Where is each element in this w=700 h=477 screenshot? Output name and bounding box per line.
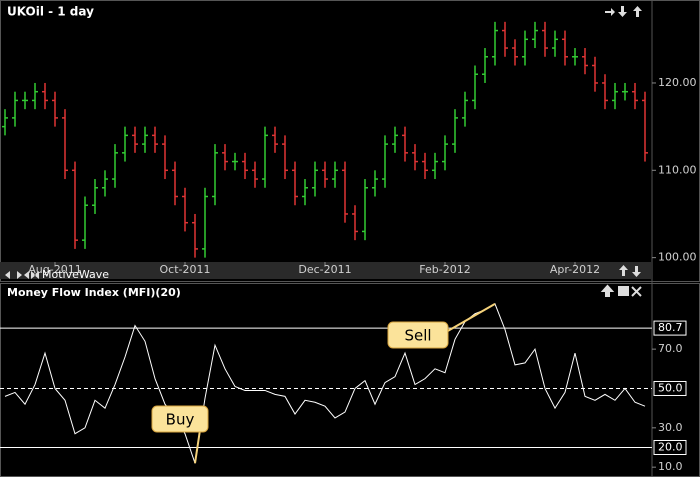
level-label: 50.0 bbox=[658, 381, 683, 394]
y-tick-label: 100.00 bbox=[658, 251, 697, 264]
x-tick-label: Apr-2012 bbox=[550, 263, 600, 276]
callout-box bbox=[151, 405, 209, 433]
callout-pointer bbox=[445, 303, 496, 333]
level-box bbox=[653, 320, 687, 336]
study-title: Money Flow Index (MFI)(20) bbox=[7, 286, 181, 299]
level-label: 80.7 bbox=[658, 321, 683, 334]
level-box bbox=[653, 439, 687, 455]
callout-text: Sell bbox=[404, 327, 431, 345]
callout-pointer bbox=[194, 429, 201, 464]
y-tick-label: 110.00 bbox=[658, 163, 697, 176]
watermark: MotiveWave bbox=[42, 268, 109, 281]
y-tick-label: 10.0 bbox=[658, 460, 683, 473]
study-icons[interactable] bbox=[600, 284, 642, 297]
y-tick-label: 120.00 bbox=[658, 76, 697, 89]
bars bbox=[2, 21, 648, 258]
zoom-icons[interactable] bbox=[619, 265, 641, 277]
chart-title: UKOil - 1 day bbox=[7, 5, 94, 19]
callout-text: Buy bbox=[166, 411, 195, 429]
x-tick-label: Aug-2011 bbox=[28, 263, 81, 276]
mfi-line bbox=[4, 303, 646, 464]
x-tick-label: Oct-2011 bbox=[160, 263, 211, 276]
level-label: 20.0 bbox=[658, 440, 683, 453]
y-tick-label: 70.0 bbox=[658, 342, 683, 355]
x-tick-label: Feb-2012 bbox=[419, 263, 470, 276]
callout-box bbox=[387, 321, 449, 349]
nav-icons[interactable] bbox=[5, 6, 642, 297]
y-tick-label: 30.0 bbox=[658, 421, 683, 434]
x-tick-label: Dec-2011 bbox=[298, 263, 351, 276]
x-axis-strip bbox=[0, 262, 652, 279]
level-box bbox=[653, 380, 687, 396]
scroll-icons[interactable] bbox=[5, 271, 39, 279]
panel-icons[interactable] bbox=[605, 6, 642, 17]
